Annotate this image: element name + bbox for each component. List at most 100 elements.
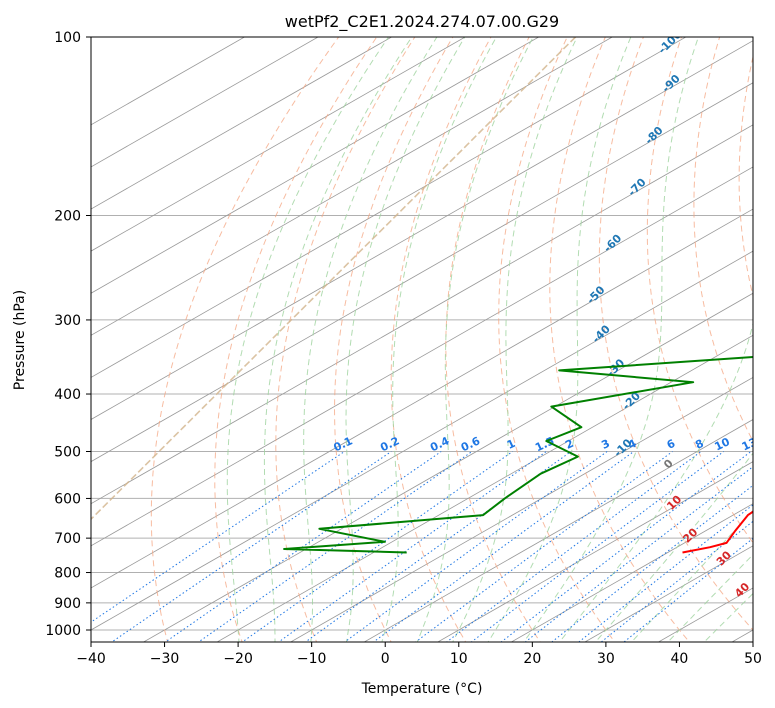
adiabat-label: 0 (661, 456, 676, 471)
dry-adiabat (646, 37, 753, 544)
sounding-profiles (283, 355, 753, 554)
mixing-ratio-line (241, 451, 513, 642)
y-tick-label: 1000 (45, 623, 81, 639)
isotherm (437, 461, 753, 642)
moist-adiabat (630, 509, 753, 642)
moist-adiabat (523, 37, 699, 642)
lcl-curve (91, 37, 577, 521)
isotherm (584, 545, 753, 642)
isotherm (91, 40, 753, 420)
mixing-ratio-line (445, 451, 702, 642)
dry-adiabat (738, 54, 753, 298)
moist-adiabat (452, 37, 578, 642)
chart-title: wetPf2_C2E1.2024.274.07.00.G29 (285, 12, 559, 32)
x-tick-label: −20 (223, 651, 253, 667)
x-tick-label: −30 (150, 651, 180, 667)
mixing-ratio-label: 6 (665, 437, 678, 452)
x-tick-label: 30 (597, 651, 615, 667)
mixing-ratio-label: 10 (713, 435, 733, 453)
y-tick-label: 200 (54, 209, 81, 225)
moist-adiabat (558, 321, 753, 642)
mixing-ratio-line (91, 451, 345, 623)
x-tick-label: 40 (671, 651, 689, 667)
moist-adiabat (703, 592, 753, 642)
plot-frame (90, 36, 754, 643)
y-axis: 100 200 300 400 500 600 700 800 900 1000 (45, 30, 91, 639)
isotherm (91, 250, 753, 631)
mixing-ratio-line (414, 451, 673, 642)
y-tick-label: 400 (54, 387, 81, 403)
mixing-ratio-label: 16 (762, 435, 775, 453)
dry-adiabat (275, 37, 416, 642)
y-tick-label: 900 (54, 596, 81, 612)
isotherm (91, 124, 753, 505)
dry-adiabat (214, 37, 378, 642)
x-tick-label: 50 (744, 651, 762, 667)
dry-adiabat (498, 37, 616, 642)
mixing-ratio-line (372, 451, 634, 642)
mixing-ratio-label: 1 (505, 437, 517, 452)
isotherm (91, 208, 753, 589)
dry-adiabat (693, 37, 753, 443)
mixing-ratio-line (304, 451, 572, 642)
moist-adiabat (303, 37, 438, 642)
background-lines (91, 37, 753, 642)
x-tick-label: −10 (297, 651, 327, 667)
isotherm (91, 166, 753, 547)
isotherm (91, 37, 687, 378)
moist-adiabat (263, 37, 413, 642)
dry-adiabat (390, 37, 492, 642)
mixing-ratio-label: 3 (599, 437, 611, 452)
x-axis-label: Temperature (°C) (361, 681, 483, 697)
mixing-ratio-line (551, 484, 753, 642)
mixing-ratio-line (623, 537, 753, 642)
mixing-ratio-line (578, 504, 753, 642)
y-tick-label: 300 (54, 313, 81, 329)
mixing-ratio-line (164, 451, 442, 642)
y-axis-label: Pressure (hPa) (12, 290, 28, 390)
mixing-ratio-line (500, 451, 752, 642)
temperature-profile (682, 510, 753, 554)
mixing-ratio-line (343, 451, 608, 642)
moist-adiabat (345, 37, 466, 642)
isotherm (91, 37, 614, 336)
mixing-ratio-label: 13 (740, 435, 759, 453)
isotherm (91, 37, 246, 126)
dry-adiabat (150, 37, 340, 642)
isotherm (142, 292, 753, 642)
y-tick-label: 800 (54, 566, 81, 582)
dry-adiabat (549, 37, 691, 642)
adiabat-label: -100 (656, 28, 685, 57)
mixing-ratio-line (470, 451, 724, 642)
x-axis: −40 −30 −20 −10 0 10 20 30 40 50 (76, 642, 762, 667)
isotherm (363, 419, 753, 642)
moist-adiabat (594, 452, 753, 642)
mixing-ratio-line (110, 451, 392, 642)
mixing-ratio-label: 8 (693, 437, 705, 452)
mixing-ratio-line (600, 520, 753, 642)
x-tick-label: −40 (76, 651, 106, 667)
moist-adiabat (487, 37, 632, 642)
adiabat-label: 30 (714, 548, 734, 568)
mixing-ratio-line (197, 451, 473, 642)
isotherm (91, 37, 319, 168)
y-tick-label: 700 (54, 531, 81, 547)
isotherm (91, 37, 466, 252)
moist-adiabat (226, 37, 389, 642)
isotherm (289, 376, 753, 642)
isotherm (91, 37, 540, 294)
y-tick-label: 600 (54, 491, 81, 507)
dry-adiabat (333, 37, 454, 642)
moist-adiabat (381, 37, 497, 642)
x-tick-label: 20 (523, 651, 541, 667)
dewpoint-profile (283, 355, 753, 554)
x-tick-label: 0 (381, 651, 390, 667)
x-tick-label: 10 (450, 651, 468, 667)
dry-adiabat (598, 37, 753, 631)
isotherm (216, 334, 753, 642)
isotherm (91, 37, 393, 210)
adiabat-label: 10 (664, 492, 684, 512)
moist-adiabat (416, 37, 534, 642)
mixing-ratio-line (524, 466, 753, 642)
